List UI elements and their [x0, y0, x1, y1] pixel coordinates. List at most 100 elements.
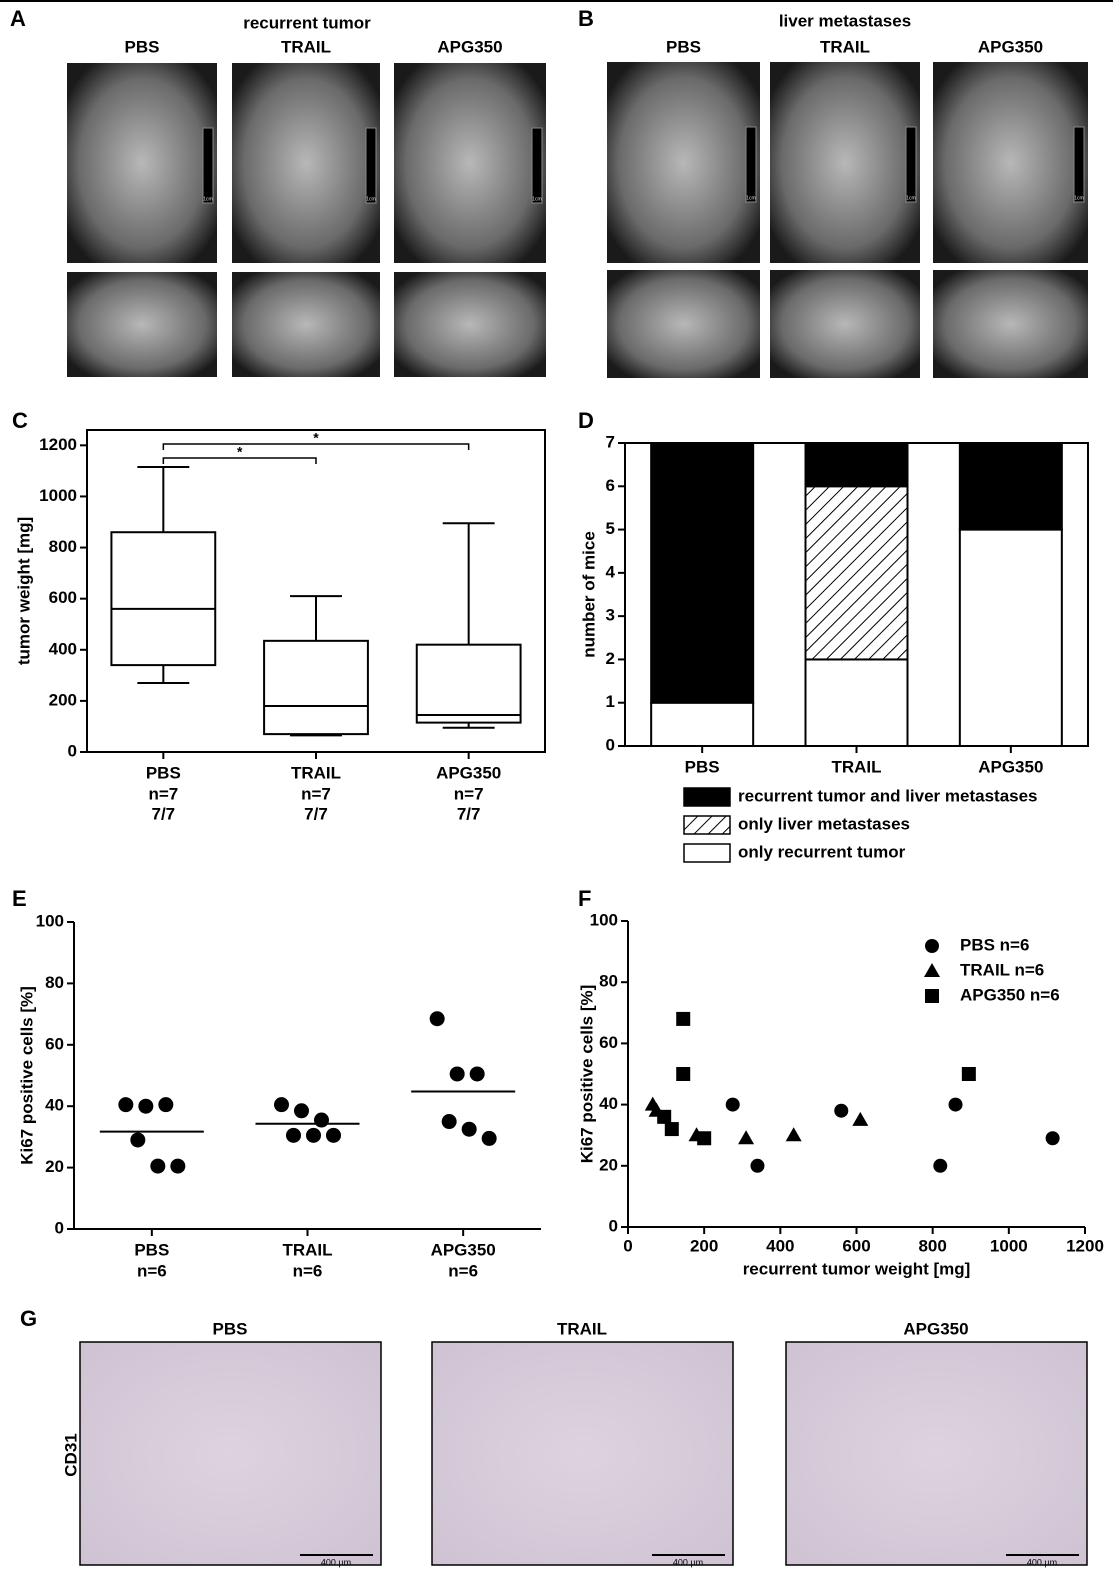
point [697, 1131, 712, 1146]
x-tick-sublabel: 7/7 [457, 804, 481, 823]
y-tick-label: 80 [599, 972, 618, 991]
mri-image [933, 62, 1088, 263]
dot [326, 1127, 341, 1143]
x-tick-label: 600 [842, 1236, 870, 1255]
y-tick-label: 80 [45, 973, 64, 992]
legend-label: only liver metastases [738, 814, 910, 833]
x-tick-label: APG350 [978, 757, 1043, 776]
histology-image [431, 1341, 734, 1566]
dot [481, 1130, 497, 1146]
x-tick-label: 200 [690, 1236, 718, 1255]
point [948, 1097, 963, 1112]
y-tick-label: 2 [606, 649, 615, 668]
mri-image [770, 62, 920, 263]
x-tick-label: APG350 [436, 763, 501, 782]
bar-segment [650, 701, 755, 748]
legend-label: recurrent tumor and liver metastases [738, 786, 1038, 805]
x-tick-sublabel: 7/7 [152, 804, 176, 823]
y-axis-label: number of mice [579, 531, 598, 658]
dot [150, 1158, 166, 1174]
y-axis-label: Ki67 positive cells [%] [577, 985, 596, 1164]
x-tick-label: PBS [134, 1240, 169, 1259]
significance-label: * [313, 430, 319, 446]
y-tick-label: 600 [49, 588, 77, 607]
dot [118, 1097, 134, 1113]
y-tick-label: 3 [606, 606, 615, 625]
mri-image [933, 270, 1088, 378]
image-label: APG350 [978, 37, 1043, 56]
y-axis-label: tumor weight [mg] [14, 517, 33, 665]
point [961, 1067, 976, 1081]
stain-label: CD31 [61, 1433, 80, 1476]
y-tick-label: 1 [606, 692, 615, 711]
bar-segment [804, 442, 909, 488]
point [738, 1130, 755, 1145]
dot [429, 1011, 445, 1027]
panel-title: recurrent tumor [243, 13, 371, 32]
x-tick-sublabel: n=6 [448, 1261, 478, 1280]
y-tick-label: 7 [606, 432, 615, 451]
mri-scale-label: 1cm [366, 196, 375, 202]
box [415, 643, 522, 724]
point [852, 1111, 869, 1126]
point [785, 1127, 802, 1142]
dot [461, 1121, 477, 1137]
panel-letter: F [578, 886, 591, 911]
y-tick-label: 100 [36, 911, 64, 930]
point [657, 1109, 672, 1124]
bar-segment [958, 528, 1063, 747]
bar-segment [804, 485, 909, 661]
scale-bar-label: 400 µm [1027, 1557, 1057, 1567]
mri-image [232, 63, 380, 263]
x-axis-label: recurrent tumor weight [mg] [743, 1259, 971, 1278]
dot [306, 1127, 321, 1143]
y-tick-label: 200 [49, 690, 77, 709]
scale-bar-label: 400 µm [673, 1557, 703, 1567]
significance-bracket [162, 457, 317, 464]
dot [294, 1103, 309, 1119]
legend-label: APG350 n=6 [960, 985, 1060, 1004]
dot [314, 1112, 329, 1128]
x-tick-sublabel: n=7 [301, 784, 331, 803]
x-tick-sublabel: 7/7 [304, 804, 328, 823]
point [933, 1158, 948, 1173]
y-tick-label: 60 [45, 1034, 64, 1053]
plot-frame [86, 429, 546, 753]
legend-label: only recurrent tumor [738, 842, 906, 861]
mri-scale [745, 126, 757, 203]
point [664, 1122, 679, 1137]
y-tick-label: 6 [606, 476, 615, 495]
image-label: PBS [125, 37, 160, 56]
y-tick-label: 800 [49, 537, 77, 556]
panel-letter: D [578, 408, 594, 433]
significance-bracket [162, 443, 470, 450]
legend-swatch [683, 843, 731, 863]
mri-scale [531, 127, 543, 204]
dot [441, 1114, 457, 1130]
mri-scale [1073, 126, 1085, 203]
legend-label: PBS n=6 [960, 935, 1029, 954]
x-tick-sublabel: n=7 [454, 784, 484, 803]
image-label: APG350 [903, 1319, 968, 1338]
panel-letter: B [578, 6, 594, 31]
box [110, 531, 217, 667]
mri-image [394, 63, 546, 263]
mri-image [770, 270, 920, 378]
mri-scale-label: 1cm [906, 195, 915, 201]
dot [138, 1098, 154, 1114]
point [1045, 1131, 1060, 1146]
image-label: APG350 [437, 37, 502, 56]
x-tick-sublabel: n=7 [148, 784, 178, 803]
x-tick-label: TRAIL [282, 1240, 332, 1259]
histology-image [785, 1341, 1088, 1566]
x-tick-label: 800 [918, 1236, 946, 1255]
mri-scale-label: 1cm [532, 196, 541, 202]
point [834, 1103, 849, 1118]
box [263, 639, 369, 736]
x-tick-label: 1200 [1066, 1236, 1104, 1255]
legend-swatch [683, 787, 731, 807]
mri-image [607, 270, 760, 378]
panel-letter: E [12, 886, 27, 911]
y-tick-label: 0 [609, 1216, 618, 1235]
